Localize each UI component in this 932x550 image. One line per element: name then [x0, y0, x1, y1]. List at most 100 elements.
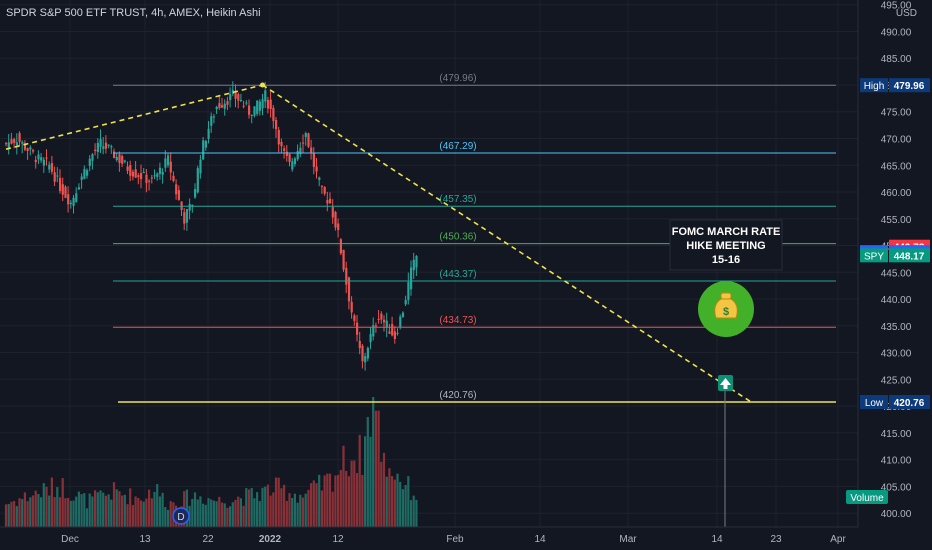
candle-body-132: [361, 345, 364, 362]
volume-bar-71: [196, 499, 199, 527]
event-marker[interactable]: D: [172, 507, 190, 525]
volume-bar-135: [369, 436, 372, 527]
candle-body-18: [53, 172, 56, 182]
candle-body-143: [391, 324, 394, 336]
volume-bar-78: [215, 501, 218, 527]
candle-body-20: [59, 177, 62, 192]
candle-body-70: [194, 189, 197, 198]
volume-bar-72: [199, 496, 202, 527]
volume-bar-124: [339, 470, 342, 527]
candle-body-3: [13, 139, 16, 143]
volume-bar-58: [161, 492, 164, 527]
volume-bar-148: [404, 484, 407, 527]
volume-bar-32: [91, 496, 94, 527]
candle-body-107: [293, 158, 297, 165]
volume-bar-67: [185, 489, 188, 527]
volume-bar-102: [280, 488, 283, 527]
time-tick-10: Apr: [830, 534, 846, 545]
volume-bar-45: [126, 504, 129, 527]
price-tick-1: 405.00: [881, 482, 912, 493]
svg-text:Volume: Volume: [850, 493, 884, 504]
price-axis[interactable]: USD 400.00405.00410.00415.00420.00425.00…: [857, 0, 930, 527]
volume-bar-55: [153, 491, 156, 527]
candle-body-38: [107, 144, 110, 146]
volume-label[interactable]: Volume: [846, 490, 888, 504]
candle-body-144: [393, 331, 396, 339]
price-tick-0: 400.00: [881, 509, 912, 520]
volume-bar-18: [53, 497, 56, 527]
volume-bar-50: [139, 500, 143, 527]
price-tick-2: 410.00: [881, 456, 912, 467]
fib-label-5: (434.73): [439, 315, 476, 326]
volume-bar-103: [283, 484, 286, 527]
volume-bar-7: [23, 492, 26, 527]
candle-body-4: [15, 142, 18, 146]
volume-bar-19: [56, 487, 59, 527]
time-tick-1: 13: [139, 534, 151, 545]
volume-bar-15: [45, 486, 48, 527]
candle-body-43: [121, 156, 124, 164]
price-tag-label-0: High: [864, 81, 885, 92]
volume-bar-48: [134, 496, 137, 527]
candle-body-146: [399, 316, 402, 328]
candle-body-2: [10, 139, 13, 144]
candle-body-148: [404, 299, 407, 305]
candle-body-122: [334, 212, 337, 228]
candle-body-5: [18, 133, 21, 142]
volume-bar-80: [220, 502, 224, 527]
volume-bar-13: [40, 497, 43, 527]
candle-body-126: [345, 268, 348, 285]
candle-body-24: [69, 202, 72, 204]
candle-body-101: [277, 129, 280, 145]
volume-bar-9: [29, 497, 32, 527]
volume-bar-132: [361, 474, 364, 527]
candle-body-61: [169, 161, 172, 173]
volume-bar-61: [169, 501, 172, 527]
candle-body-96: [264, 90, 267, 102]
volume-bar-49: [137, 497, 140, 527]
candle-body-82: [226, 101, 229, 105]
fomc-annotation[interactable]: FOMC MARCH RATE HIKE MEETING 15-16: [669, 219, 783, 271]
time-tick-6: 14: [534, 534, 546, 545]
volume-bar-91: [250, 487, 253, 527]
volume-bar-22: [64, 498, 67, 527]
money-bag-icon: $: [698, 281, 754, 337]
candle-body-59: [164, 158, 167, 168]
price-tag-value-bg-4: [889, 395, 930, 409]
volume-bar-33: [94, 490, 97, 527]
time-axis[interactable]: Dec 13 22 2022 12 Feb 14 Mar 14 23 Apr: [0, 526, 858, 545]
volume-bar-150: [409, 500, 413, 527]
candle-body-152: [415, 255, 418, 268]
candle-body-58: [161, 171, 164, 175]
fib-label-1: (467.29): [439, 141, 476, 152]
volume-bar-151: [412, 495, 415, 527]
time-tick-0: Dec: [61, 534, 79, 545]
volume-bar-34: [96, 492, 99, 527]
candle-body-83: [229, 94, 232, 101]
volume-bar-140: [382, 452, 386, 527]
volume-bar-86: [237, 496, 240, 527]
volume-bar-46: [129, 488, 132, 527]
candle-body-124: [339, 239, 342, 254]
volume-bar-121: [331, 491, 334, 527]
candle-body-95: [261, 99, 264, 109]
volume-bar-131: [358, 434, 361, 527]
candle-body-131: [358, 340, 361, 349]
volume-bar-23: [67, 497, 70, 527]
annotation-box: [669, 219, 783, 271]
volume-bar-79: [218, 496, 221, 527]
dividend-marker-circle[interactable]: [172, 507, 190, 525]
candle-body-67: [185, 209, 189, 223]
fibonacci-levels[interactable]: (479.96) (467.29) (457.35) (450.36) (443.37)…: [113, 73, 836, 403]
volume-bar-100: [274, 477, 278, 527]
volume-bar-20: [58, 497, 62, 527]
trendlines[interactable]: [5, 82, 752, 403]
volume-bar-109: [299, 494, 302, 527]
volume-bar-24: [69, 500, 72, 527]
candle-body-50: [140, 173, 143, 180]
volume-bar-28: [80, 494, 83, 527]
volume-bar-59: [164, 507, 167, 527]
candle-body-97: [266, 100, 270, 109]
dividend-marker-label: D: [177, 512, 184, 523]
